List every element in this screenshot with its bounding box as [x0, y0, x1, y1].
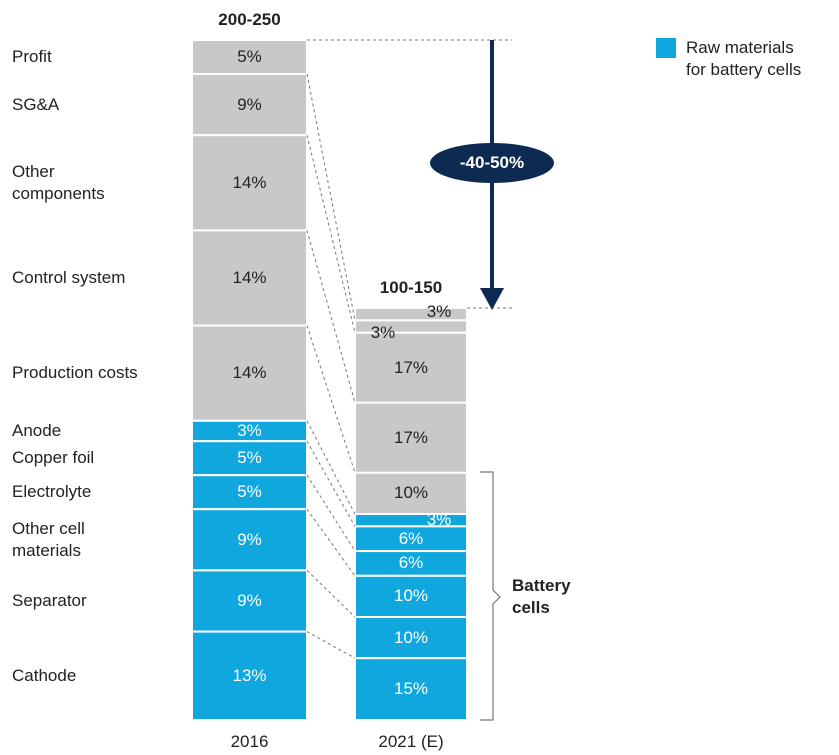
series-label: Control system: [12, 268, 126, 287]
connector: [306, 508, 356, 577]
value-label: 13%: [232, 665, 267, 685]
value-label: 17%: [393, 427, 429, 447]
bar-segment: [191, 630, 308, 721]
value-label: 6%: [398, 528, 424, 548]
arrow-head: [480, 288, 504, 310]
series-label: Cathode: [12, 665, 77, 685]
series-label: Production costs: [12, 363, 138, 383]
connector: [306, 73, 356, 321]
bar-segment: [354, 471, 468, 515]
value-label: 3%: [426, 510, 452, 530]
value-label: 9%: [237, 94, 262, 114]
bar-segment: [354, 331, 468, 404]
value-label: 15%: [393, 679, 429, 699]
bar-segment: [191, 474, 308, 511]
value-label: 10%: [393, 627, 429, 647]
connector: [306, 420, 356, 515]
total-label: 100-150: [379, 278, 443, 297]
connector: [306, 325, 356, 473]
series-label: Separator: [12, 591, 87, 610]
bar-segment: [354, 574, 468, 618]
bar-segment: [191, 73, 308, 137]
bar-segment: [354, 657, 468, 722]
connector: [306, 474, 356, 552]
value-label: 10%: [393, 483, 429, 503]
bar-segment: [191, 229, 308, 327]
bar-segment: [191, 569, 308, 633]
connector: [306, 631, 356, 659]
value-label: 5%: [237, 448, 262, 468]
value-label: 14%: [232, 363, 267, 383]
connector: [306, 135, 356, 333]
bracket: [480, 471, 501, 721]
value-label: 9%: [237, 591, 262, 610]
series-label: Electrolyte: [12, 482, 92, 502]
series-label: Anode: [12, 421, 62, 440]
value-label: 10%: [393, 586, 429, 606]
bar-segment: [354, 401, 468, 474]
value-label: 5%: [237, 482, 262, 502]
annotation: Battery cells: [512, 576, 571, 617]
series-label: Other components: [12, 161, 105, 203]
annotation: -40-50%: [459, 153, 525, 172]
connector: [306, 440, 356, 527]
value-label: 14%: [232, 268, 267, 287]
legend-label: Raw materials for battery cells: [686, 38, 802, 79]
value-label: 3%: [370, 322, 396, 342]
total-label: 200-250: [218, 10, 281, 29]
value-label: 3%: [426, 302, 452, 322]
bar-segment: [191, 39, 308, 75]
bar-segment: [191, 508, 308, 572]
value-label: 3%: [237, 421, 262, 440]
x-tick-label: 2021 (E): [378, 732, 444, 751]
value-label: 5%: [237, 47, 262, 66]
value-label: 9%: [237, 529, 262, 549]
value-label: 17%: [393, 357, 429, 377]
value-label: 6%: [398, 553, 424, 573]
x-tick-label: 2016: [230, 732, 269, 751]
connector: [306, 230, 356, 403]
annotation-badge: [430, 143, 554, 183]
connector: [306, 570, 356, 618]
value-label: 14%: [232, 172, 267, 192]
legend-swatch: [656, 38, 676, 58]
series-label: Profit: [12, 47, 52, 66]
bar-segment: [354, 616, 468, 660]
bar-segment: [191, 134, 308, 232]
series-label: SG&A: [12, 94, 60, 114]
series-label: Other cell materials: [12, 518, 85, 560]
series-label: Copper foil: [12, 448, 95, 468]
